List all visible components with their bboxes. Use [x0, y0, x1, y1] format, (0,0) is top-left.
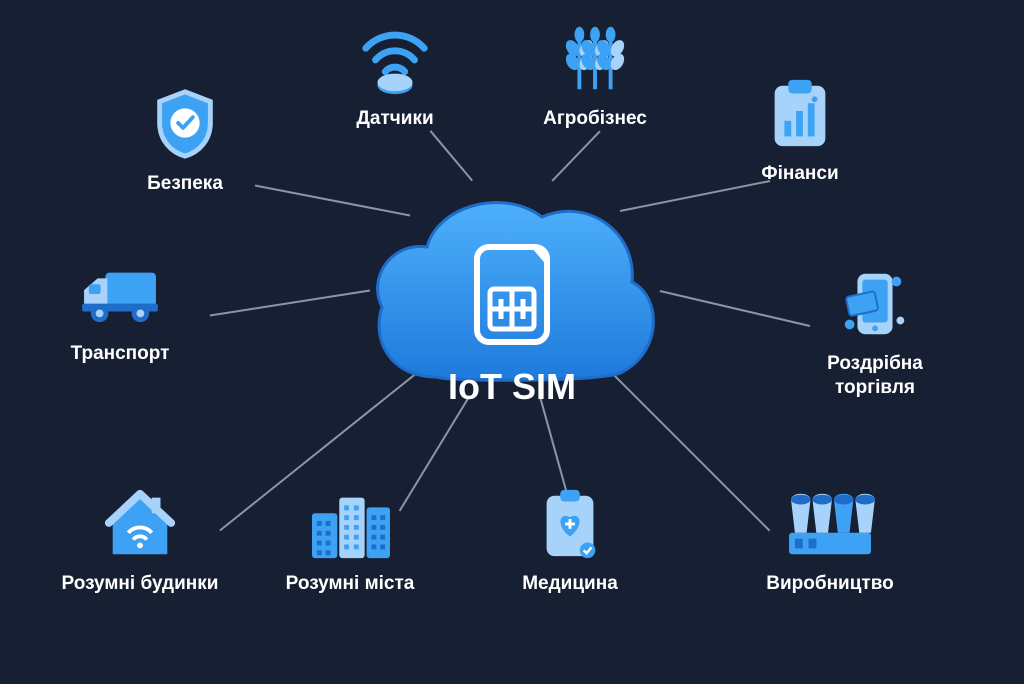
finance-icon	[720, 70, 880, 156]
node-transport: Транспорт	[40, 250, 200, 366]
node-label: Датчики	[315, 107, 475, 131]
node-label: Розумні будинки	[60, 572, 220, 596]
sensors-icon	[315, 15, 475, 101]
node-label: Виробництво	[750, 572, 910, 596]
node-medicine: Медицина	[490, 480, 650, 596]
smart-cities-icon	[270, 480, 430, 566]
connector-line	[429, 130, 472, 181]
connector-line	[551, 130, 600, 181]
node-smart-cities: Розумні міста	[270, 480, 430, 596]
node-smart-homes: Розумні будинки	[60, 480, 220, 596]
manufacturing-icon	[750, 480, 910, 566]
diagram-canvas: IoT SIM Датчики	[0, 0, 1024, 684]
node-manufacturing: Виробництво	[750, 480, 910, 596]
connector-line	[210, 290, 370, 316]
node-label: Агробізнес	[515, 107, 675, 131]
node-finance: Фінанси	[720, 70, 880, 186]
retail-icon	[795, 260, 955, 346]
node-label: Роздрібна торгівля	[795, 352, 955, 400]
center-label: IoT SIM	[412, 366, 612, 408]
node-label: Фінанси	[720, 162, 880, 186]
agribusiness-icon	[515, 15, 675, 101]
smart-homes-icon	[60, 480, 220, 566]
connector-line	[660, 290, 810, 326]
node-sensors: Датчики	[315, 15, 475, 131]
node-label: Розумні міста	[270, 572, 430, 596]
node-retail: Роздрібна торгівля	[795, 260, 955, 400]
transport-icon	[40, 250, 200, 336]
node-label: Медицина	[490, 572, 650, 596]
node-label: Безпека	[105, 172, 265, 196]
security-icon	[105, 80, 265, 166]
node-agribusiness: Агробізнес	[515, 15, 675, 131]
node-security: Безпека	[105, 80, 265, 196]
node-label: Транспорт	[40, 342, 200, 366]
medicine-icon	[490, 480, 650, 566]
